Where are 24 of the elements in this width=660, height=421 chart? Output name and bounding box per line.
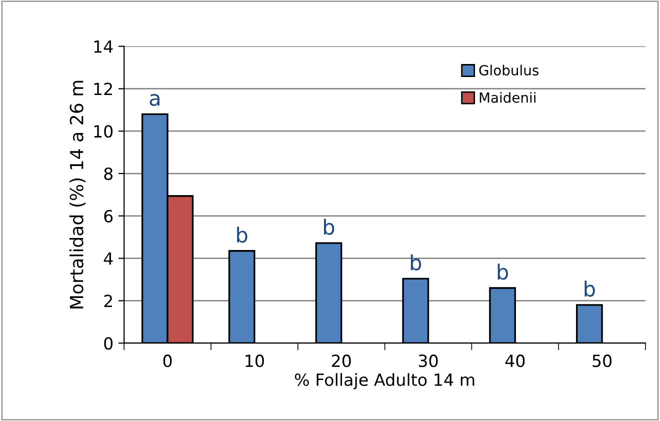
- legend-label: Globulus: [479, 64, 538, 76]
- x-tick-label: 0: [163, 354, 172, 368]
- y-tick-label: 0: [104, 337, 113, 350]
- x-axis-title: % Follaje Adulto 14 m: [294, 373, 474, 390]
- annotation: b: [498, 264, 508, 280]
- y-tick-label: 2: [104, 294, 112, 308]
- annotation: b: [324, 218, 334, 235]
- annotation: b: [237, 226, 248, 243]
- x-tick-label: 50: [592, 354, 612, 368]
- y-axis-title: Mortalidad (%) 14 a 26 m: [69, 80, 86, 308]
- legend-label: Maidenii: [480, 92, 536, 103]
- y-tick-label: 8: [104, 167, 113, 180]
- annotation: b: [410, 254, 422, 270]
- y-tick-label: 12: [94, 82, 112, 96]
- y-tick-label: 4: [104, 252, 113, 265]
- y-tick-label: 14: [94, 40, 113, 53]
- annotation: b: [584, 280, 595, 297]
- y-tick-label: 10: [94, 125, 113, 138]
- x-tick-label: 20: [332, 354, 351, 368]
- annotation: a: [150, 94, 160, 106]
- x-tick-label: 10: [246, 354, 264, 368]
- y-tick-label: 6: [104, 210, 113, 222]
- x-tick-label: 30: [418, 354, 438, 368]
- x-tick-label: 40: [505, 354, 525, 368]
